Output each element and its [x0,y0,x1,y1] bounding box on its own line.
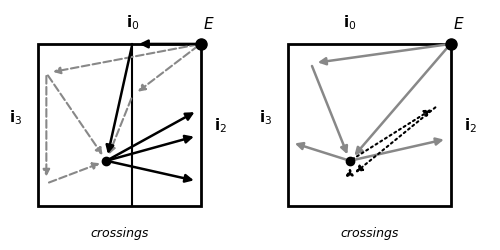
Text: $\mathbf{i}_2$: $\mathbf{i}_2$ [214,116,226,135]
Bar [288,45,450,206]
Text: $\mathbf{i}_0$: $\mathbf{i}_0$ [343,13,356,32]
Text: $\mathbf{i}_2$: $\mathbf{i}_2$ [464,116,476,135]
Text: $\mathbf{i}_3$: $\mathbf{i}_3$ [9,108,22,127]
Text: $E$: $E$ [203,16,214,32]
Text: $\mathbf{i}_3$: $\mathbf{i}_3$ [259,108,272,127]
Text: $E$: $E$ [453,16,464,32]
Text: $\mathbf{i}_0$: $\mathbf{i}_0$ [126,13,139,32]
Bar [38,45,200,206]
Text: crossings: crossings [90,226,148,239]
Text: crossings: crossings [340,226,398,239]
